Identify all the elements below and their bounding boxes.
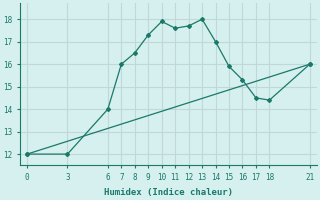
X-axis label: Humidex (Indice chaleur): Humidex (Indice chaleur) (104, 188, 233, 197)
